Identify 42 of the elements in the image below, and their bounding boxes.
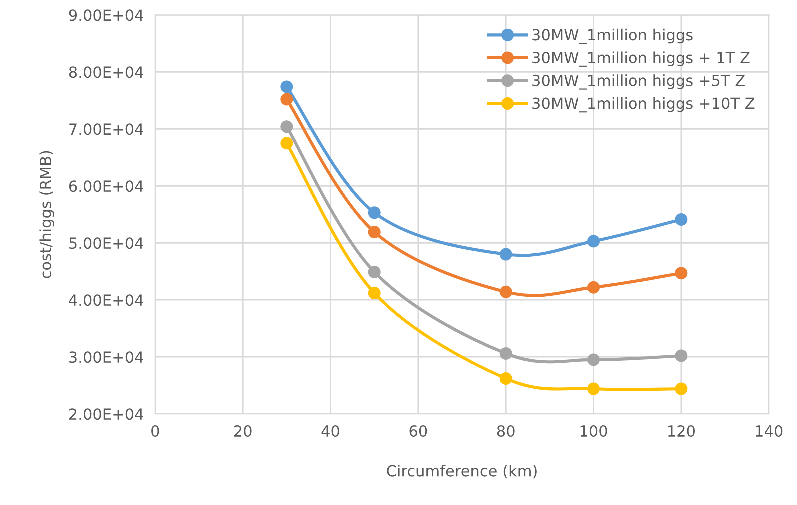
x-tick-label: 40	[322, 425, 340, 438]
x-tick-label: 20	[234, 425, 252, 438]
point	[588, 354, 600, 366]
point	[675, 214, 688, 226]
x-tick-label: 80	[497, 425, 515, 438]
point	[675, 267, 688, 280]
point	[368, 266, 381, 278]
point	[500, 248, 512, 261]
point	[368, 226, 381, 239]
legend-label: 30MW_1million higgs +10T Z	[532, 97, 755, 113]
legend-label: 30MW_1million higgs	[532, 28, 693, 44]
point	[588, 281, 600, 294]
y-tick-label: 2.00E+04	[70, 408, 144, 420]
y-tick-label: 9.00E+04	[69, 10, 144, 22]
y-tick-label: 4.00E+04	[69, 294, 144, 306]
point	[500, 286, 512, 298]
x-axis-title: Circumference (km)	[387, 464, 537, 479]
point	[588, 382, 600, 396]
point	[500, 347, 512, 360]
point	[280, 80, 294, 94]
x-tick-label: 120	[668, 425, 695, 438]
point	[280, 137, 294, 150]
y-tick-label: 5.00E+04	[70, 238, 144, 250]
point	[588, 235, 600, 248]
x-tick-label: 100	[580, 425, 608, 438]
point	[675, 382, 688, 396]
point	[280, 120, 294, 134]
legend-label: 30MW_1million higgs + 1T Z	[532, 52, 750, 67]
x-tick-label: 140	[756, 425, 783, 438]
y-tick-label: 6.00E+04	[69, 180, 144, 192]
point	[500, 372, 512, 386]
point	[368, 287, 381, 300]
point	[368, 206, 381, 220]
y-tick-label: 8.00E+04	[69, 66, 144, 78]
x-tick-label: 0	[152, 425, 160, 438]
legend-label: 30MW_1million higgs +5T Z	[532, 74, 745, 90]
y-tick-label: 7.00E+04	[70, 124, 144, 136]
point	[675, 350, 688, 362]
point	[280, 93, 294, 106]
x-tick-label: 60	[410, 425, 428, 438]
y-axis-title: cost/higgs (RMB)	[40, 151, 54, 278]
y-tick-label: 3.00E+04	[70, 352, 144, 364]
